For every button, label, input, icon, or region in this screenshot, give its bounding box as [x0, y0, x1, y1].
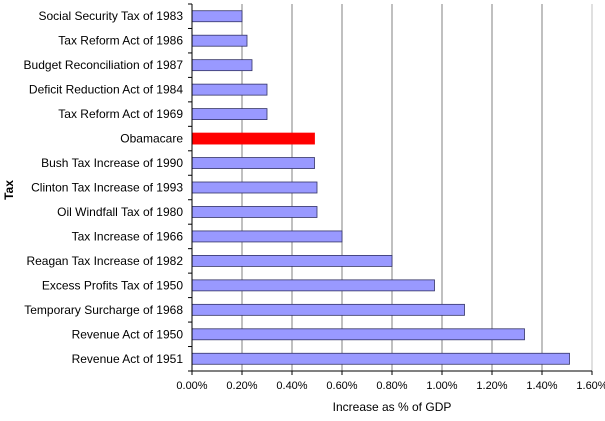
- x-tick-label: 0.40%: [276, 380, 307, 392]
- category-label: Tax Reform Act of 1986: [58, 34, 183, 48]
- category-label: Tax Increase of 1966: [72, 229, 184, 243]
- bar-10: [191, 230, 343, 243]
- gridlines: [241, 4, 593, 371]
- y-axis-title: Tax: [2, 180, 16, 200]
- x-tick-label: 1.00%: [426, 380, 457, 392]
- bar-4: [191, 83, 268, 96]
- category-label: Obamacare: [120, 132, 183, 146]
- category-label: Excess Profits Tax of 1950: [42, 278, 184, 292]
- x-tick-labels: 0.00% 0.20% 0.40% 0.60% 0.80% 1.00% 1.20% 1.40%…: [176, 380, 605, 392]
- bar-7: [191, 157, 315, 169]
- bar-1: [191, 10, 243, 23]
- x-tick-label: 0.00%: [176, 380, 207, 392]
- bar-5: [191, 108, 268, 120]
- category-label: Budget Reconciliation of 1987: [24, 58, 184, 72]
- x-tick-label: 0.20%: [226, 380, 257, 392]
- category-labels: Social Security Tax of 1983 Tax Reform Ac…: [24, 9, 184, 366]
- bar-6: [191, 132, 315, 145]
- category-label: Revenue Act of 1950: [72, 327, 184, 341]
- category-label: Social Security Tax of 1983: [38, 9, 183, 23]
- category-label: Deficit Reduction Act of 1984: [29, 83, 183, 97]
- bar-13: [191, 303, 465, 316]
- bar-9: [191, 206, 318, 218]
- category-label: Oil Windfall Tax of 1980: [57, 205, 183, 219]
- bar-8: [191, 181, 318, 194]
- x-tick-label: 1.20%: [476, 380, 507, 392]
- axes: [188, 3, 593, 375]
- x-tick-label: 0.60%: [326, 380, 357, 392]
- category-label: Revenue Act of 1951: [72, 352, 184, 366]
- category-label: Bush Tax Increase of 1990: [41, 156, 183, 170]
- category-label: Clinton Tax Increase of 1993: [31, 181, 183, 195]
- x-tick-label: 1.40%: [526, 380, 557, 392]
- bar-14: [191, 328, 525, 341]
- bar-15: [191, 352, 570, 365]
- bar-11: [191, 254, 393, 267]
- bars: [191, 10, 570, 365]
- bar-3: [191, 59, 253, 72]
- x-tick-label: 0.80%: [376, 380, 407, 392]
- category-label: Tax Reform Act of 1969: [58, 107, 183, 121]
- category-label: Reagan Tax Increase of 1982: [26, 254, 183, 268]
- bar-2: [191, 34, 248, 47]
- x-axis-title: Increase as % of GDP: [333, 400, 452, 414]
- category-label: Temporary Surcharge of 1968: [24, 303, 183, 317]
- bar-12: [191, 279, 435, 292]
- x-tick-label: 1.60%: [576, 380, 605, 392]
